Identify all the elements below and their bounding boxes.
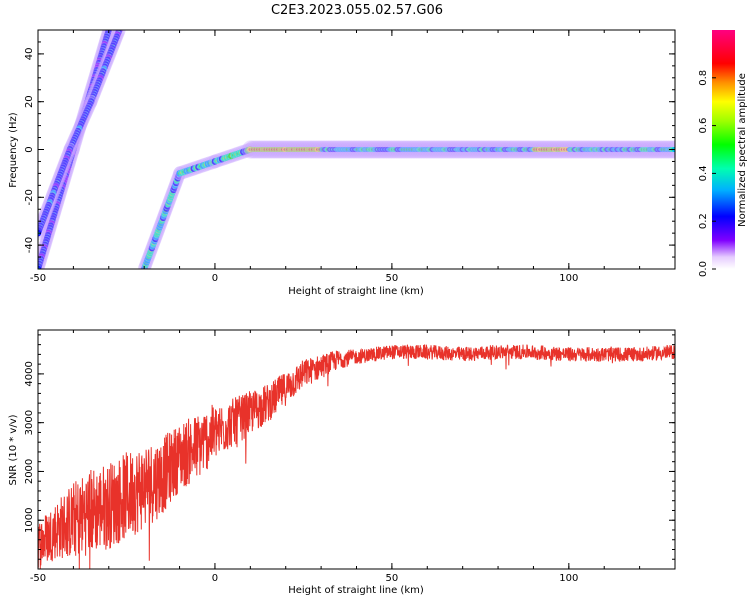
spectrogram-ticks: -50 0 50 100 -40 -20 0 20 40 — [24, 29, 676, 284]
spec-ytick-label-4: 40 — [24, 48, 35, 61]
snr-panel: -50 0 50 100 1000 2000 3000 4000 Height of stra… — [8, 329, 676, 596]
colorbar: 0.0 0.2 0.4 0.6 0.8 Normalized spectral ampl… — [698, 30, 748, 277]
spectrogram-trace-2 — [137, 140, 675, 269]
snr-ytick-label-1: 2000 — [24, 459, 35, 484]
spec-ytick-label-2: 0 — [24, 146, 35, 152]
spec-xtick-label-3: 100 — [559, 273, 578, 284]
colorbar-tick-label-3: 0.6 — [698, 118, 709, 134]
colorbar-tick-label-4: 0.8 — [698, 70, 709, 86]
snr-series-line — [38, 344, 675, 569]
colorbar-tick-label-2: 0.4 — [698, 165, 709, 181]
spec-ytick-label-1: -20 — [24, 189, 35, 205]
snr-xtick-label-1: 0 — [212, 573, 218, 584]
spectrogram-xlabel: Height of straight line (km) — [288, 286, 424, 297]
snr-xtick-label-0: -50 — [30, 573, 46, 584]
snr-ylabel: SNR (10 * v/v) — [8, 414, 19, 485]
snr-xlabel: Height of straight line (km) — [288, 585, 424, 596]
colorbar-tick-label-1: 0.2 — [698, 213, 709, 229]
spec-ytick-label-0: -40 — [24, 237, 35, 253]
colorbar-label: Normalized spectral amplitude — [737, 73, 748, 227]
spec-ytick-label-3: 20 — [24, 95, 35, 108]
figure-title: C2E3.2023.055.02.57.G06 — [271, 3, 443, 18]
snr-xtick-label-2: 50 — [386, 573, 399, 584]
snr-ytick-label-2: 3000 — [24, 410, 35, 435]
snr-ticks: -50 0 50 100 1000 2000 3000 4000 — [24, 330, 676, 584]
snr-ytick-label-3: 4000 — [24, 361, 35, 386]
spectrogram-panel: -50 0 50 100 -40 -20 0 20 40 Height of straight … — [8, 29, 676, 297]
spectrogram-traces — [38, 30, 675, 269]
colorbar-ticks: 0.0 0.2 0.4 0.6 0.8 — [698, 70, 716, 277]
snr-ytick-label-0: 1000 — [24, 507, 35, 532]
spec-xtick-label-0: -50 — [30, 273, 46, 284]
snr-frame — [37, 329, 676, 570]
colorbar-tick-label-0: 0.0 — [698, 261, 709, 277]
spec-xtick-label-1: 0 — [212, 273, 218, 284]
spec-xtick-label-2: 50 — [386, 273, 399, 284]
colorbar-gradient — [712, 30, 735, 269]
spectrogram-ylabel: Frequency (Hz) — [8, 112, 19, 188]
spectrogram-trace-1 — [38, 30, 126, 241]
snr-xtick-label-3: 100 — [559, 573, 578, 584]
